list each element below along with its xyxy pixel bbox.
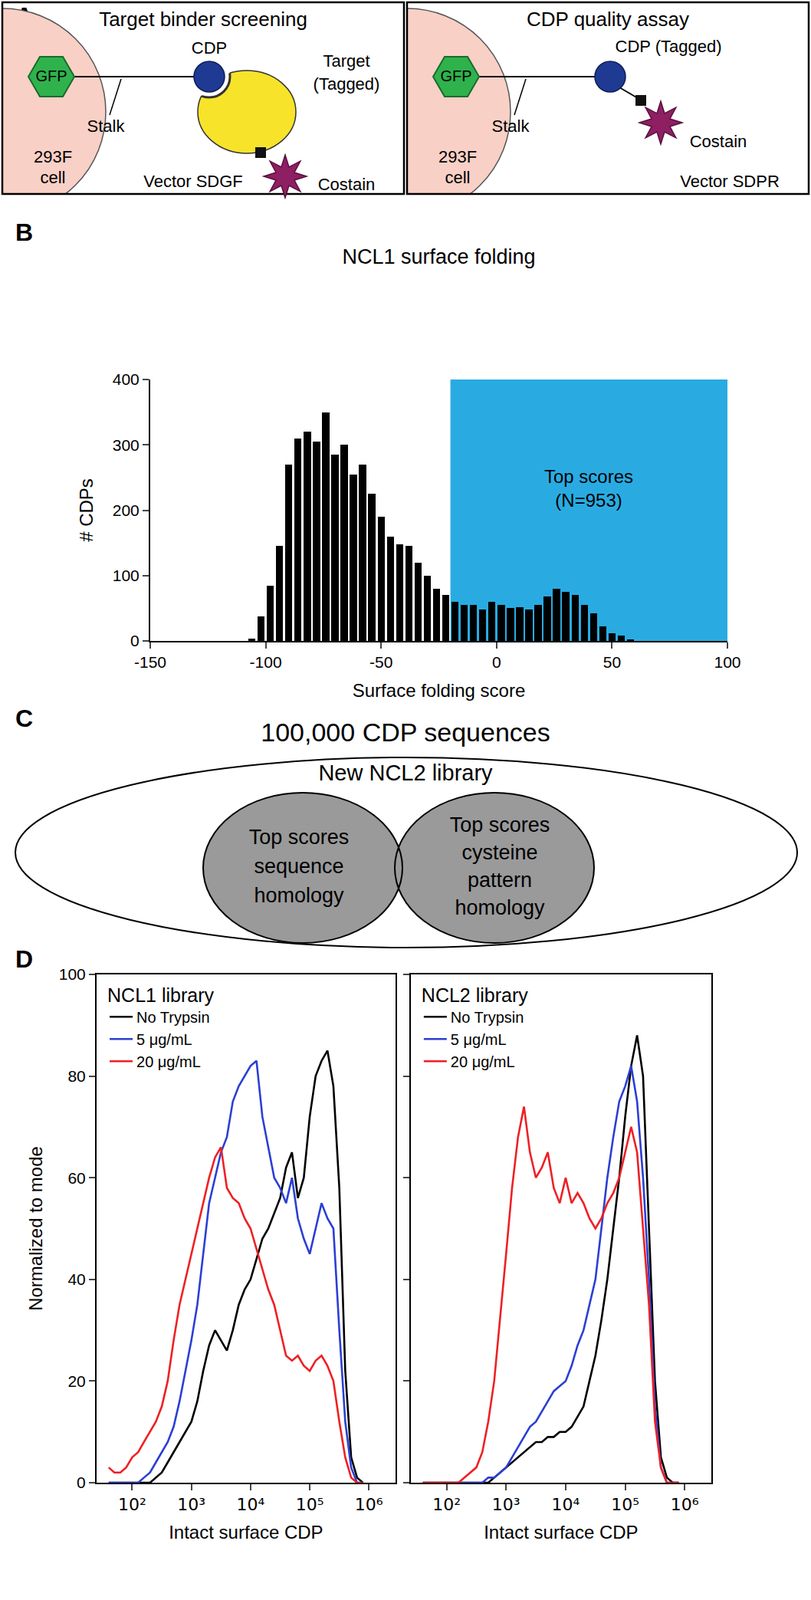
svg-text:Stalk: Stalk bbox=[492, 116, 531, 136]
svg-text:293F: 293F bbox=[33, 147, 73, 167]
svg-text:NCL1 library: NCL1 library bbox=[107, 984, 214, 1006]
svg-text:50: 50 bbox=[603, 653, 621, 671]
svg-text:100: 100 bbox=[112, 566, 140, 585]
svg-text:10³: 10³ bbox=[492, 1494, 521, 1514]
svg-text:0: 0 bbox=[76, 1473, 86, 1491]
svg-text:No Trypsin: No Trypsin bbox=[136, 1008, 211, 1026]
svg-text:GFP: GFP bbox=[35, 67, 67, 85]
svg-text:cell: cell bbox=[39, 167, 66, 188]
svg-text:0: 0 bbox=[492, 653, 502, 671]
svg-text:Top scores: Top scores bbox=[249, 825, 350, 849]
svg-text:-100: -100 bbox=[249, 653, 283, 671]
svg-text:(Tagged): (Tagged) bbox=[313, 74, 381, 94]
svg-text:-150: -150 bbox=[134, 653, 167, 671]
svg-text:60: 60 bbox=[67, 1168, 86, 1187]
svg-text:Stalk: Stalk bbox=[87, 116, 126, 136]
svg-text:10²: 10² bbox=[118, 1494, 147, 1514]
svg-text:100: 100 bbox=[713, 653, 741, 671]
svg-text:Vector SDPR: Vector SDPR bbox=[679, 171, 780, 191]
svg-text:pattern: pattern bbox=[467, 868, 532, 892]
svg-text:Vector SDGF: Vector SDGF bbox=[143, 171, 243, 191]
svg-text:Costain: Costain bbox=[318, 174, 376, 194]
svg-text:NCL2 library: NCL2 library bbox=[421, 984, 529, 1006]
svg-text:No Trypsin: No Trypsin bbox=[450, 1008, 525, 1026]
svg-text:100: 100 bbox=[59, 965, 86, 983]
svg-text:20 μg/mL: 20 μg/mL bbox=[136, 1053, 201, 1071]
svg-text:0: 0 bbox=[130, 631, 140, 650]
svg-text:CDP: CDP bbox=[191, 38, 227, 58]
svg-text:Target binder screening: Target binder screening bbox=[98, 7, 308, 31]
svg-text:New NCL2 library: New NCL2 library bbox=[318, 760, 493, 785]
svg-text:10⁴: 10⁴ bbox=[236, 1494, 265, 1514]
svg-text:293F: 293F bbox=[438, 147, 477, 167]
svg-text:400: 400 bbox=[112, 370, 140, 388]
svg-text:5 μg/mL: 5 μg/mL bbox=[136, 1030, 193, 1048]
svg-text:homology: homology bbox=[454, 896, 546, 920]
svg-text:10⁵: 10⁵ bbox=[610, 1494, 640, 1514]
svg-text:40: 40 bbox=[67, 1270, 86, 1288]
svg-text:10³: 10³ bbox=[177, 1494, 206, 1514]
svg-text:80: 80 bbox=[67, 1067, 86, 1085]
svg-text:cysteine: cysteine bbox=[461, 840, 538, 864]
svg-text:10⁵: 10⁵ bbox=[295, 1494, 325, 1514]
svg-text:C: C bbox=[15, 704, 33, 733]
svg-text:Costain: Costain bbox=[689, 131, 748, 152]
svg-text:300: 300 bbox=[112, 436, 140, 454]
svg-text:B: B bbox=[15, 218, 33, 247]
svg-text:10²: 10² bbox=[432, 1494, 461, 1514]
svg-text:5 μg/mL: 5 μg/mL bbox=[450, 1030, 507, 1048]
svg-text:GFP: GFP bbox=[439, 67, 472, 85]
svg-text:Top scores: Top scores bbox=[449, 813, 551, 837]
svg-text:200: 200 bbox=[112, 501, 140, 519]
svg-text:CDP quality assay: CDP quality assay bbox=[526, 7, 690, 31]
svg-text:A: A bbox=[15, 2, 33, 30]
svg-text:D: D bbox=[15, 945, 33, 973]
svg-text:homology: homology bbox=[253, 883, 345, 907]
svg-text:Surface folding score: Surface folding score bbox=[352, 679, 526, 701]
svg-text:NCL1 surface folding: NCL1 surface folding bbox=[341, 245, 536, 269]
svg-text:10⁶: 10⁶ bbox=[670, 1494, 700, 1514]
svg-text:cell: cell bbox=[444, 167, 470, 188]
svg-text:Intact surface CDP: Intact surface CDP bbox=[483, 1521, 638, 1543]
svg-text:Target: Target bbox=[322, 51, 370, 71]
svg-text:# CDPs: # CDPs bbox=[75, 478, 97, 542]
svg-text:Normalized to mode: Normalized to mode bbox=[25, 1145, 46, 1311]
svg-text:-50: -50 bbox=[369, 653, 393, 671]
svg-text:100,000 CDP sequences: 100,000 CDP sequences bbox=[260, 717, 550, 747]
svg-text:20 μg/mL: 20 μg/mL bbox=[450, 1053, 516, 1071]
svg-text:20: 20 bbox=[67, 1372, 86, 1390]
svg-text:10⁴: 10⁴ bbox=[551, 1494, 581, 1514]
svg-text:CDP (Tagged): CDP (Tagged) bbox=[615, 36, 723, 56]
svg-text:Intact surface CDP: Intact surface CDP bbox=[168, 1521, 323, 1543]
svg-text:sequence: sequence bbox=[253, 854, 344, 878]
svg-text:10⁶: 10⁶ bbox=[354, 1494, 384, 1514]
svg-text:Top scores(N=953): Top scores(N=953) bbox=[544, 466, 634, 511]
